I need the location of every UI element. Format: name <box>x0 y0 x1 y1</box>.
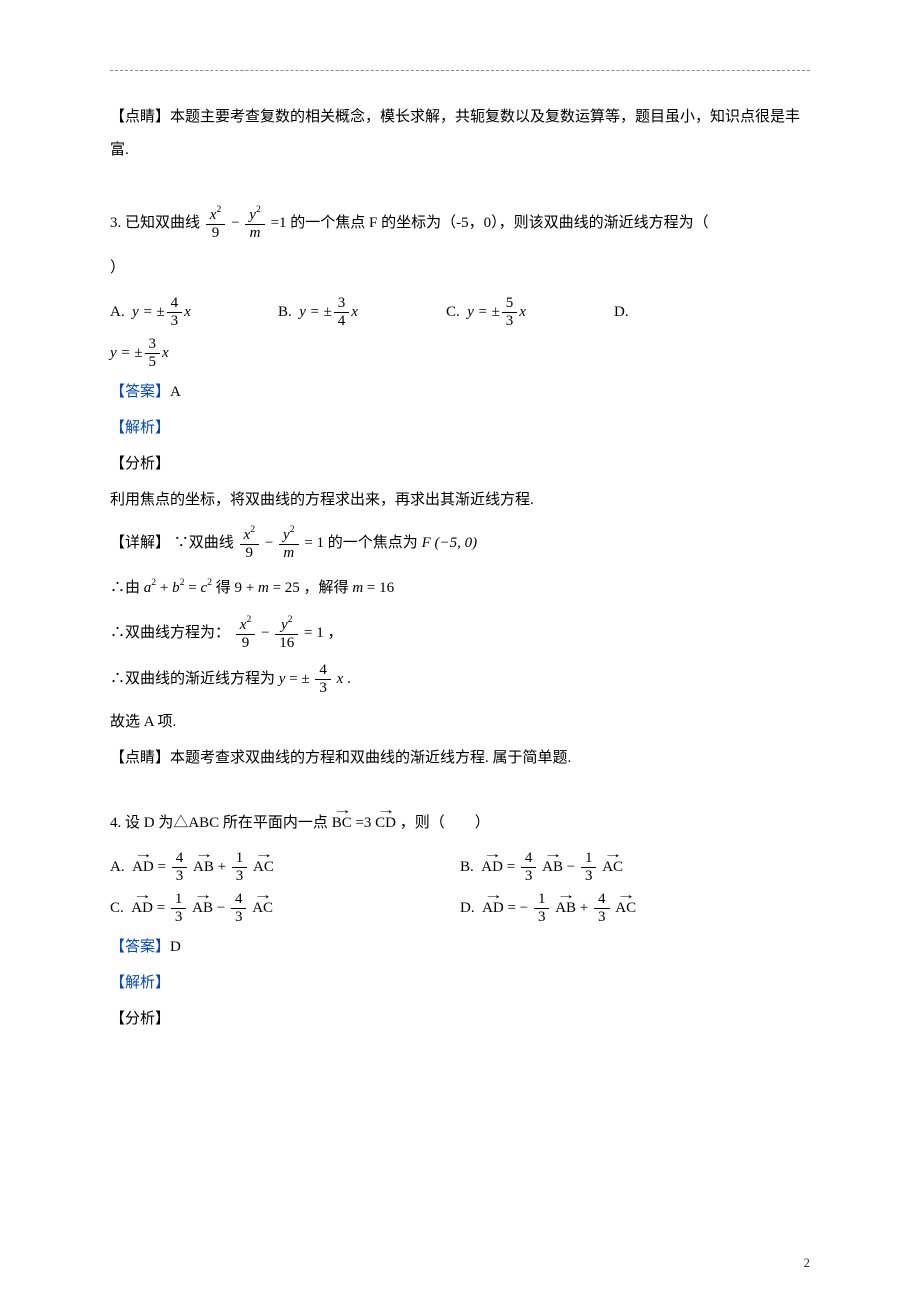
q3-stem-tail: =1 的一个焦点 F 的坐标为（-5，0），则该双曲线的渐近线方程为（ <box>271 215 709 231</box>
q3-option-d-body: y = ±35x <box>110 336 810 371</box>
answer-value: A <box>170 384 181 400</box>
page-top-divider <box>110 70 810 71</box>
q3-detail1: 【详解】 ∵双曲线 x29 − y2m = 1 的一个焦点为 F (−5, 0) <box>110 525 810 562</box>
q3-option-a: A. y = ±43x <box>110 295 278 330</box>
q4-option-d: D. AD = − 13 AB + 43 AC <box>460 891 810 926</box>
q3-detail4: ∴双曲线的渐近线方程为 y = ± 43 x . <box>110 662 810 697</box>
q3-frac2-num: y <box>249 207 256 223</box>
q3-detail2: ∴由 a2 + b2 = c2 得 9 + m = 25 ，解得 m = 16 <box>110 572 810 605</box>
comment-label: 【点睛】 <box>110 109 170 125</box>
q4-answer: 【答案】D <box>110 932 810 962</box>
detail-label: 【详解】 <box>110 535 170 551</box>
answer-value: D <box>170 939 181 955</box>
q3-detail3: ∴双曲线方程为： x29 − y216 = 1 ， <box>110 615 810 652</box>
q4-number: 4. <box>110 815 121 831</box>
q4-option-b: B. AD = 43 AB − 13 AC <box>460 850 810 885</box>
q3-analysis1: 利用焦点的坐标，将双曲线的方程求出来，再求出其渐近线方程. <box>110 485 810 515</box>
q3-option-b: B. y = ±34x <box>278 295 446 330</box>
q4-stem: 4. 设 D 为△ABC 所在平面内一点 BC =3 CD ，则（ ） <box>110 807 810 840</box>
page: 【点睛】本题主要考查复数的相关概念，模长求解，共轭复数以及复数运算等，题目虽小，… <box>0 0 920 1302</box>
q4-sub-label1: 【分析】 <box>110 1004 810 1034</box>
q3-analysis-label: 【解析】 <box>110 413 810 443</box>
q2-comment: 【点睛】本题主要考查复数的相关概念，模长求解，共轭复数以及复数运算等，题目虽小，… <box>110 101 810 167</box>
q3-paren-close: ） <box>110 252 810 285</box>
q3-stem-prefix: 已知双曲线 <box>125 215 200 231</box>
q3-comment: 【点睛】本题考查求双曲线的方程和双曲线的渐近线方程. 属于简单题. <box>110 743 810 773</box>
q3-conclude: 故选 A 项. <box>110 707 810 737</box>
q3-stem: 3. 已知双曲线 x29 − y2m =1 的一个焦点 F 的坐标为（-5，0）… <box>110 205 810 242</box>
q4-option-a: A. AD = 43 AB + 13 AC <box>110 850 460 885</box>
q3-number: 3. <box>110 215 121 231</box>
q3-option-d-label: D. <box>614 301 684 324</box>
q4-option-c: C. AD = 13 AB − 43 AC <box>110 891 460 926</box>
answer-label: 【答案】 <box>110 384 170 400</box>
q4-options-row2: C. AD = 13 AB − 43 AC D. AD = − 13 AB + … <box>110 891 810 926</box>
q3-answer: 【答案】A <box>110 377 810 407</box>
q3-frac1-den: 9 <box>206 225 226 242</box>
comment-text: 本题主要考查复数的相关概念，模长求解，共轭复数以及复数运算等，题目虽小，知识点很… <box>110 109 800 158</box>
answer-label: 【答案】 <box>110 939 170 955</box>
q3-option-c: C. y = ±53x <box>446 295 614 330</box>
q3-focus: F (−5, 0) <box>422 535 478 551</box>
q3-options-row1: A. y = ±43x B. y = ±34x C. y = ±53x D. <box>110 295 810 330</box>
q4-options-row1: A. AD = 43 AB + 13 AC B. AD = 43 AB − 13… <box>110 850 810 885</box>
page-number: 2 <box>804 1253 811 1273</box>
q4-analysis-label: 【解析】 <box>110 968 810 998</box>
q3-sub-label1: 【分析】 <box>110 449 810 479</box>
q3-frac2-den: m <box>250 225 261 241</box>
